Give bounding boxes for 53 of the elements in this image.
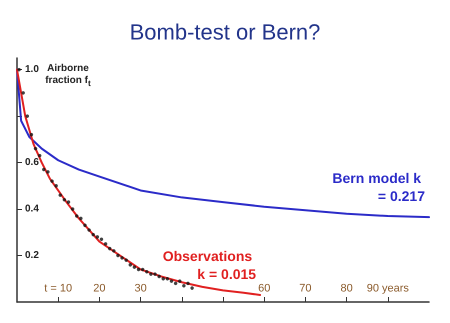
point: [83, 224, 87, 228]
x-tick-label: t = 10: [44, 282, 72, 294]
point: [96, 235, 100, 239]
point: [149, 272, 153, 276]
point: [157, 274, 161, 278]
point: [21, 91, 25, 95]
point: [174, 282, 178, 286]
x-tick-label: 80: [340, 282, 353, 294]
x-tick-label: 60: [258, 282, 270, 294]
point: [74, 214, 78, 218]
point: [108, 246, 112, 250]
point: [91, 232, 95, 236]
x-tick-label: 20: [93, 282, 106, 294]
y-tick-label: 0.4: [25, 204, 40, 215]
point: [140, 268, 144, 272]
y-tick-label: 0.2: [25, 250, 40, 262]
point: [46, 170, 50, 174]
point: [178, 279, 182, 283]
point: [79, 216, 83, 220]
y-tick-label: 1.0: [25, 64, 40, 76]
y-axis-title: Airborne fraction f$_{t}$: [44, 63, 92, 89]
point: [58, 193, 62, 197]
point: [112, 249, 116, 253]
point: [124, 258, 128, 262]
point: [132, 265, 136, 269]
series-label: Observations k = 0.015: [162, 248, 256, 282]
point: [120, 256, 124, 260]
point: [26, 114, 30, 118]
chart-title: Bomb-test or Bern?: [130, 20, 320, 44]
point: [30, 132, 34, 136]
x-tick-label: 70: [299, 282, 312, 294]
point: [104, 242, 108, 246]
point: [62, 198, 66, 202]
x-tick-label: 30: [134, 282, 147, 294]
point: [153, 272, 157, 276]
point: [145, 270, 149, 274]
y-tick-label: 0.6: [25, 157, 40, 168]
point: [166, 277, 170, 281]
point: [42, 168, 46, 172]
point: [54, 184, 58, 188]
point: [87, 228, 91, 232]
point: [182, 284, 186, 288]
point: [34, 146, 38, 150]
point: [186, 282, 190, 286]
series-label: Bern model k = 0.217: [332, 170, 426, 204]
point: [38, 154, 42, 158]
point: [128, 263, 132, 267]
x-tick-label: 90 years: [366, 282, 410, 294]
point: [70, 207, 74, 211]
point: [50, 179, 54, 183]
point: [162, 277, 166, 281]
point: [100, 238, 104, 242]
point: [190, 286, 194, 290]
